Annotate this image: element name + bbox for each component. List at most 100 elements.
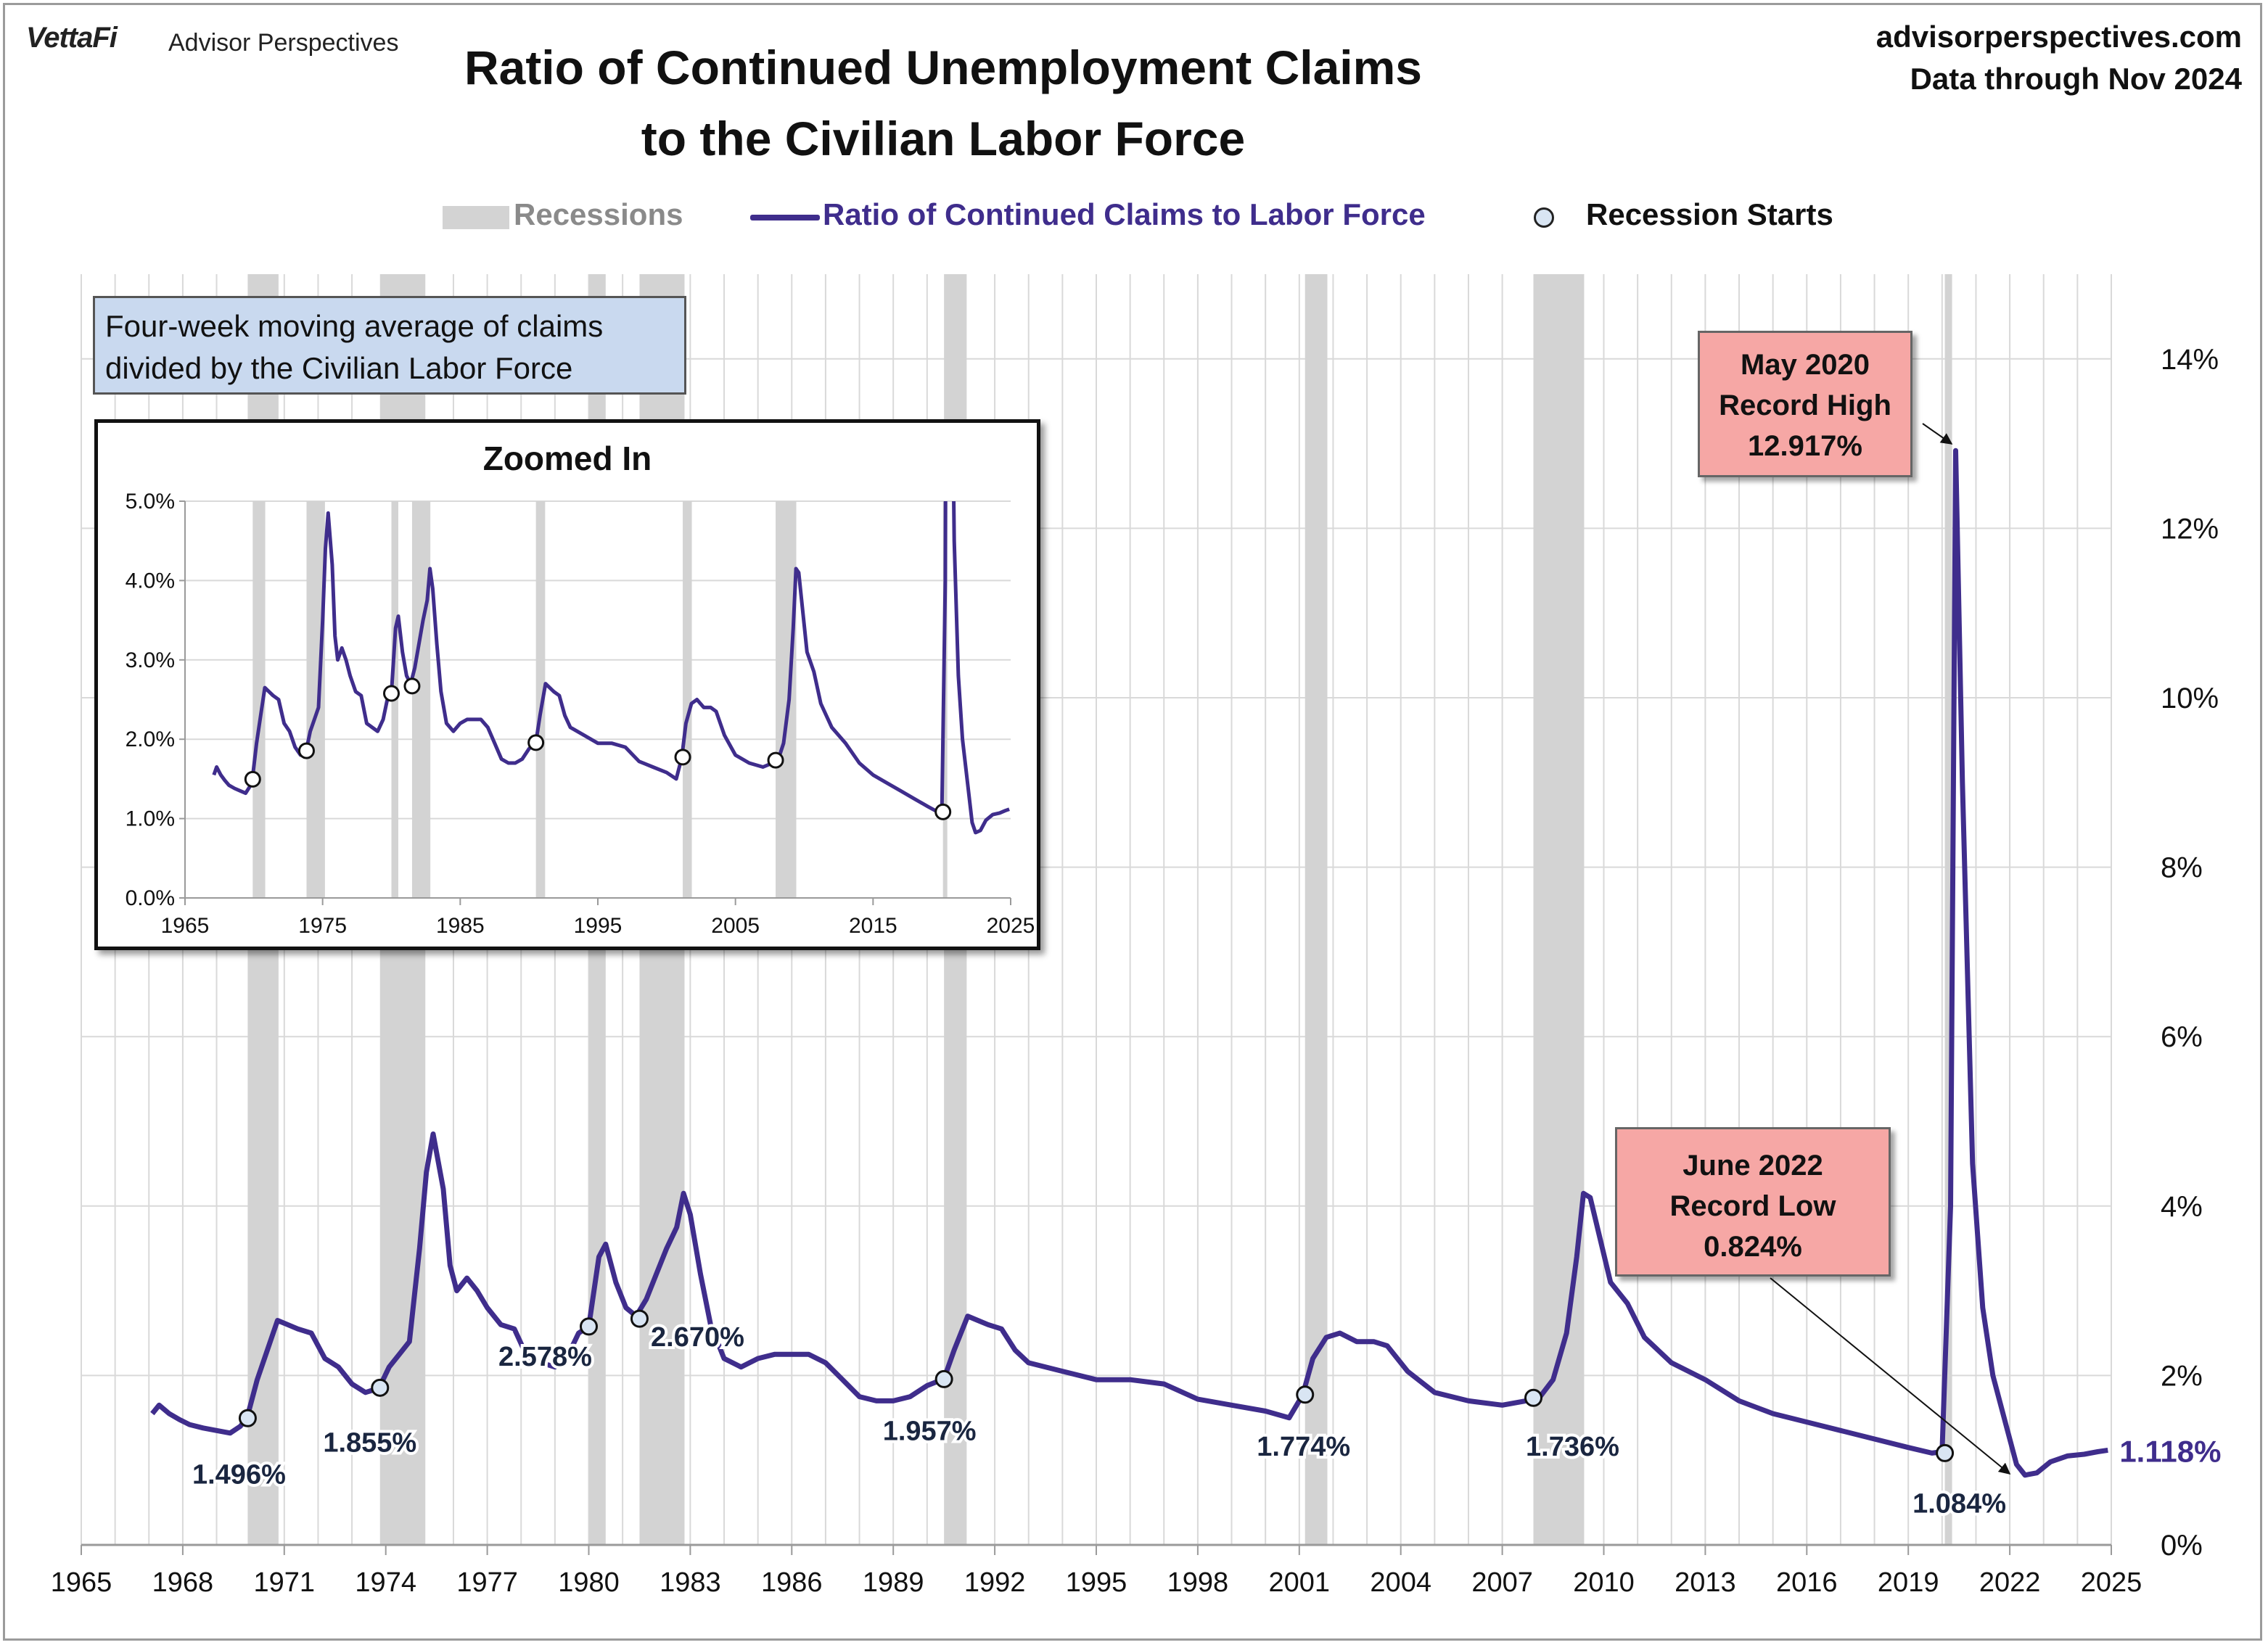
recession-start-label: 1.774%	[1257, 1432, 1350, 1462]
inset-recession-start-marker	[674, 749, 691, 766]
inset-y-tick-label: 0.0%	[126, 886, 175, 910]
main-x-tick-label: 1977	[456, 1567, 518, 1598]
record-low-line1: June 2022	[1682, 1150, 1823, 1182]
legend-series: Ratio of Continued Claims to Labor Force	[823, 197, 1426, 231]
record-low-line2: Record Low	[1669, 1190, 1836, 1222]
recession-start-label: 1.084%	[1912, 1488, 2006, 1519]
note-line2: divided by the Civilian Labor Force	[105, 351, 573, 385]
recession-start-marker	[1296, 1385, 1315, 1404]
main-x-tick-label: 1968	[152, 1567, 214, 1598]
recession-start-label: 1.496%	[192, 1459, 286, 1490]
main-x-tick-label: 2022	[1979, 1567, 2041, 1598]
main-x-tick-label: 2025	[2081, 1567, 2142, 1598]
inset-x-tick-label: 1965	[161, 914, 210, 938]
recession-start-marker	[371, 1378, 390, 1397]
inset-recession-band	[411, 501, 431, 898]
inset-recession-start-marker	[297, 742, 315, 759]
main-y-tick-label: 10%	[2161, 683, 2219, 714]
last-value-label: 1.118%	[2119, 1434, 2221, 1468]
inset-recession-start-marker	[403, 677, 421, 695]
inset-recession-start-marker	[934, 803, 952, 820]
record-high-line2: Record High	[1719, 389, 1891, 421]
chart-title-line2: to the Civilian Labor Force	[641, 112, 1246, 165]
recession-start-label: 1.855%	[323, 1427, 416, 1458]
main-y-tick-label: 4%	[2161, 1191, 2203, 1223]
inset-recession-band	[306, 501, 325, 898]
recession-start-label: 2.578%	[498, 1342, 592, 1372]
inset-recession-start-marker	[244, 770, 261, 788]
main-x-tick-label: 2010	[1573, 1567, 1635, 1598]
callout-arrows	[1770, 423, 2011, 1475]
inset-y-tick-label: 3.0%	[126, 648, 175, 672]
main-x-tick-label: 2013	[1675, 1567, 1736, 1598]
main-x-tick-label: 1995	[1066, 1567, 1127, 1598]
main-x-tick-label: 1980	[558, 1567, 620, 1598]
main-y-tick-label: 8%	[2161, 852, 2203, 884]
main-recession-band	[1944, 274, 1952, 1545]
inset-y-tick-label: 5.0%	[126, 490, 175, 514]
legend-marker-swatch	[1534, 207, 1554, 228]
record-high-arrow	[1922, 423, 1953, 445]
inset-recession-start-marker	[527, 734, 545, 751]
main-series-line	[150, 448, 2108, 1478]
main-recession-markers: 1.496% 1.855% 2.578% 2.670% 1.957% 1.774% 1.73…	[189, 1309, 2009, 1522]
inset-title: Zoomed In	[482, 440, 652, 477]
record-high-callout: May 2020 Record High 12.917%	[1698, 331, 1912, 477]
main-axes: 1965 1968 1971 1974 1977 1980 1983 1986 1989 1992…	[51, 344, 2219, 1598]
main-x-tick-label: 1998	[1167, 1567, 1229, 1598]
recession-start-marker	[580, 1317, 598, 1336]
inset-y-tick-label: 4.0%	[126, 569, 175, 593]
inset-recession-band	[683, 501, 692, 898]
main-x-tick-label: 2016	[1776, 1567, 1838, 1598]
inset-recession-markers	[244, 677, 952, 820]
main-recession-band	[1304, 274, 1328, 1545]
record-high-line1: May 2020	[1741, 349, 1870, 381]
inset-axes: 1965 1975 1985 1995 2005 2015 2025 0.0% 1.0% 2.0%…	[126, 490, 1035, 938]
recession-start-marker	[934, 1369, 953, 1388]
recession-start-label: 2.670%	[651, 1322, 744, 1353]
main-y-tick-label: 12%	[2161, 513, 2219, 545]
main-x-tick-label: 2007	[1471, 1567, 1533, 1598]
main-x-tick-label: 2019	[1878, 1567, 1939, 1598]
recession-start-label: 1.736%	[1526, 1432, 1619, 1462]
main-x-tick-label: 1983	[660, 1567, 721, 1598]
note-line1: Four-week moving average of claims	[105, 309, 604, 343]
site-info: advisorperspectives.com Data through Nov…	[1876, 16, 2242, 100]
recession-start-marker	[1524, 1388, 1543, 1407]
recession-start-marker	[238, 1409, 257, 1427]
main-x-tick-label: 1971	[254, 1567, 316, 1598]
record-low-line3: 0.824%	[1704, 1231, 1802, 1263]
inset-x-tick-label: 2015	[849, 914, 897, 938]
main-y-tick-label: 2%	[2161, 1360, 2203, 1392]
inset-chart: 1965 1975 1985 1995 2005 2015 2025 0.0% 1.0% 2.0%…	[126, 490, 1035, 938]
inset-x-tick-label: 2005	[711, 914, 760, 938]
legend-line-swatch	[750, 215, 820, 220]
main-y-tick-label: 14%	[2161, 344, 2219, 376]
inset-recession-start-marker	[767, 751, 784, 769]
chart-title: Ratio of Continued Unemployment Claims t…	[435, 32, 1451, 174]
main-recession-band	[1533, 274, 1585, 1545]
main-x-tick-label: 2001	[1269, 1567, 1331, 1598]
vettafi-logo: VettaFi	[26, 22, 118, 54]
record-low-callout: June 2022 Record Low 0.824%	[1615, 1127, 1891, 1277]
legend-recession-swatch	[443, 206, 509, 229]
inset-y-tick-label: 2.0%	[126, 727, 175, 751]
main-y-tick-label: 0%	[2161, 1530, 2203, 1562]
main-y-tick-label: 6%	[2161, 1021, 2203, 1053]
recession-start-marker	[1936, 1443, 1955, 1462]
inset-x-tick-label: 1975	[298, 914, 347, 938]
inset-recession-bands	[252, 501, 948, 898]
record-high-line3: 12.917%	[1748, 430, 1862, 462]
main-x-tick-label: 1974	[355, 1567, 416, 1598]
inset-x-tick-label: 2025	[987, 914, 1035, 938]
inset-y-tick-label: 1.0%	[126, 807, 175, 831]
recession-start-label: 1.957%	[883, 1416, 977, 1446]
main-x-tick-label: 1965	[51, 1567, 112, 1598]
zoomed-in-inset: Zoomed In 1965 1975 1985 1995 2005 2015 2025 0.…	[94, 419, 1040, 950]
site-url: advisorperspectives.com	[1875, 20, 2242, 54]
brand-subtitle: Advisor Perspectives	[168, 29, 399, 57]
main-x-tick-label: 2004	[1370, 1567, 1431, 1598]
inset-recession-band	[252, 501, 266, 898]
methodology-note: Four-week moving average of claims divid…	[93, 296, 686, 395]
inset-recession-band	[535, 501, 546, 898]
